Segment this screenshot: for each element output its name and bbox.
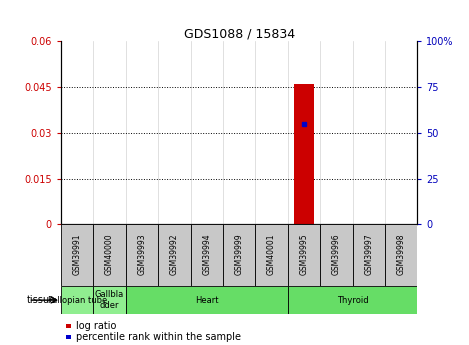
Text: tissue: tissue bbox=[27, 295, 56, 305]
Text: GSM39999: GSM39999 bbox=[234, 234, 244, 275]
Bar bbox=[256, 224, 288, 286]
Bar bbox=[61, 286, 93, 314]
Bar bbox=[126, 286, 288, 314]
Text: GSM39998: GSM39998 bbox=[397, 234, 406, 275]
Bar bbox=[320, 224, 353, 286]
Bar bbox=[223, 224, 256, 286]
Bar bbox=[190, 224, 223, 286]
Text: log ratio: log ratio bbox=[76, 321, 116, 331]
Bar bbox=[93, 224, 126, 286]
Bar bbox=[288, 286, 417, 314]
Title: GDS1088 / 15834: GDS1088 / 15834 bbox=[184, 27, 295, 40]
Bar bbox=[288, 224, 320, 286]
Text: GSM39992: GSM39992 bbox=[170, 234, 179, 275]
Text: GSM39994: GSM39994 bbox=[202, 234, 212, 275]
Bar bbox=[294, 84, 314, 224]
Text: GSM40000: GSM40000 bbox=[105, 234, 114, 275]
Text: GSM39996: GSM39996 bbox=[332, 234, 341, 275]
Text: Fallopian tube: Fallopian tube bbox=[47, 296, 107, 305]
Text: GSM40001: GSM40001 bbox=[267, 234, 276, 275]
Text: GSM39993: GSM39993 bbox=[137, 234, 146, 275]
Text: Thyroid: Thyroid bbox=[337, 296, 369, 305]
Bar bbox=[93, 286, 126, 314]
Text: Heart: Heart bbox=[195, 296, 219, 305]
Text: GSM39991: GSM39991 bbox=[73, 234, 82, 275]
Bar bbox=[61, 224, 93, 286]
Text: GSM39995: GSM39995 bbox=[300, 234, 309, 275]
Text: Gallbla
dder: Gallbla dder bbox=[95, 290, 124, 310]
Text: GSM39997: GSM39997 bbox=[364, 234, 373, 275]
Text: percentile rank within the sample: percentile rank within the sample bbox=[76, 333, 241, 342]
Bar bbox=[158, 224, 190, 286]
Bar bbox=[353, 224, 385, 286]
Bar bbox=[385, 224, 417, 286]
Bar bbox=[126, 224, 158, 286]
